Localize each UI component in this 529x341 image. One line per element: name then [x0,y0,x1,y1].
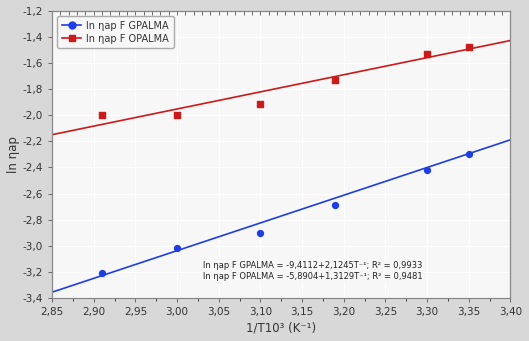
Point [331,203,340,208]
Point [98,270,106,276]
Y-axis label: ln ηap: ln ηap [7,136,20,173]
Point [173,246,181,251]
Point [98,113,106,118]
Point [173,113,181,118]
Point [256,230,264,235]
Point [464,152,473,157]
Point [331,77,340,83]
Text: ln ηap F GPALMA = -9,4112+2,1245T⁻¹; R² = 0,9933
ln ηap F OPALMA = -5,8904+1,312: ln ηap F GPALMA = -9,4112+2,1245T⁻¹; R² … [203,261,423,281]
Legend: ln ηap F GPALMA, ln ηap F OPALMA: ln ηap F GPALMA, ln ηap F OPALMA [57,16,174,48]
Point [464,45,473,50]
Point [423,51,431,57]
Point [256,101,264,106]
Point [423,167,431,173]
X-axis label: 1/T10³ (K⁻¹): 1/T10³ (K⁻¹) [246,321,316,334]
